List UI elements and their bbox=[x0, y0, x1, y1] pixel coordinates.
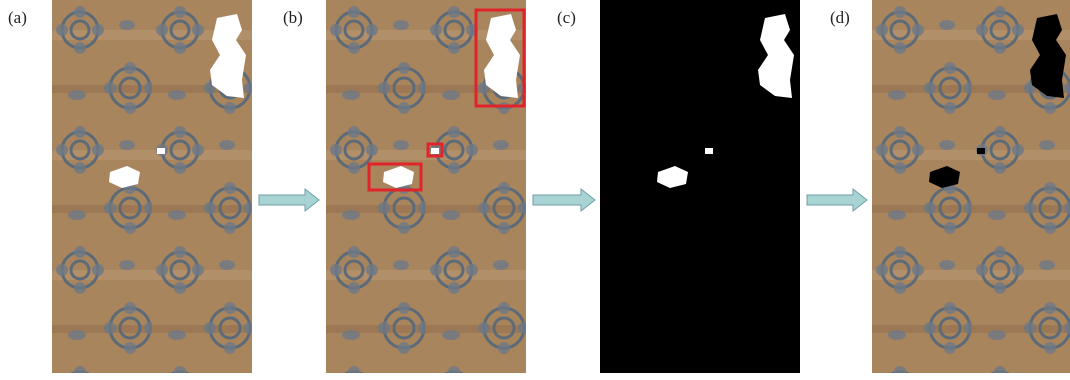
panel-d bbox=[872, 0, 1070, 373]
panel-label: (d) bbox=[830, 8, 850, 27]
panel-label: (b) bbox=[283, 8, 303, 27]
panel-c bbox=[600, 0, 800, 373]
panel-a bbox=[52, 0, 252, 373]
figure: (a) (b) (c) (d) bbox=[0, 0, 1070, 375]
panel-label: (c) bbox=[557, 8, 576, 27]
panel-label: (a) bbox=[8, 8, 27, 27]
panel-b bbox=[326, 0, 526, 373]
